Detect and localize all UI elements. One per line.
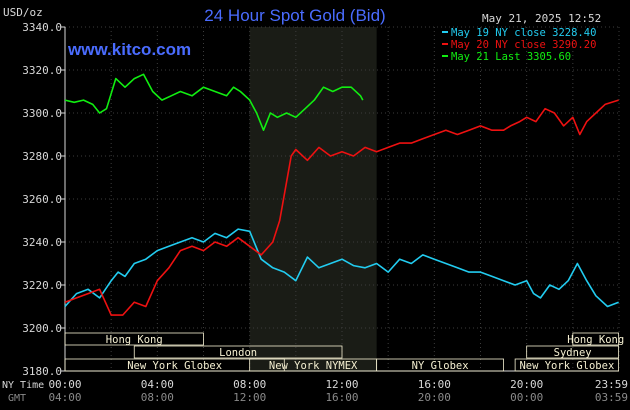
session-label: New York NYMEX: [269, 360, 358, 372]
x-tick-label-gmt: 08:00: [141, 391, 174, 404]
y-tick-label: 3320.0: [22, 64, 62, 77]
session-box: [64, 332, 204, 346]
y-tick-label: 3200.0: [22, 322, 62, 335]
session-box: [376, 358, 504, 372]
session-label: London: [219, 347, 257, 359]
legend-entry: May 19 NY close 3228.40: [451, 27, 596, 39]
session-label: New York Globex: [519, 360, 614, 372]
x-tick-label-gmt: 04:00: [48, 391, 81, 404]
session-box: [514, 358, 620, 372]
price-series: [64, 73, 619, 316]
x-tick-label-ny: 08:00: [233, 378, 266, 391]
x-tick-label-gmt: 16:00: [325, 391, 358, 404]
session-label: Hong Kong: [106, 334, 163, 346]
series-line-2: [64, 99, 619, 316]
y-axis-units: USD/oz: [3, 6, 43, 19]
y-tick-label: 3280.0: [22, 150, 62, 163]
session-label: Sydney: [554, 347, 592, 359]
y-tick-label: 3300.0: [22, 107, 62, 120]
x-tick-label-ny: 20:00: [510, 378, 543, 391]
series-line-1: [64, 228, 619, 308]
site-watermark: www.kitco.com: [67, 40, 191, 59]
y-axis-ticks: 3180.0 3200.0 3220.0 3240.0 3260.0 3280.0 3300…: [22, 21, 65, 378]
y-tick-label: 3260.0: [22, 193, 62, 206]
x-tick-label-gmt: 12:00: [233, 391, 266, 404]
legend-entry: May 20 NY close 3290.20: [451, 39, 596, 51]
session-box: [526, 345, 620, 359]
y-tick-label: 3180.0: [22, 365, 62, 378]
x-tick-label-ny: 12:00: [325, 378, 358, 391]
x-tick-label-gmt: 00:00: [510, 391, 543, 404]
session-label: New York Globex: [127, 360, 222, 372]
ny-time-label: NY Time: [2, 380, 44, 391]
session-box: [133, 345, 343, 359]
y-tick-label: 3240.0: [22, 236, 62, 249]
x-axis-ticks: 00:0004:0004:0008:0008:0012:0012:0016:00…: [48, 378, 628, 404]
timestamp: May 21, 2025 12:52: [482, 12, 601, 25]
session-label: Hong Kong: [567, 334, 624, 346]
x-tick-label-ny: 23:59: [595, 378, 628, 391]
gmt-label: GMT: [8, 393, 26, 404]
x-tick-label-gmt: 03:59: [595, 391, 628, 404]
x-tick-label-ny: 04:00: [141, 378, 174, 391]
session-box: [64, 358, 285, 372]
session-box: [572, 332, 620, 346]
y-tick-label: 3340.0: [22, 21, 62, 34]
legend-entry: May 21 Last 3305.60: [451, 51, 571, 63]
session-label: NY Globex: [412, 360, 469, 372]
x-tick-label-ny: 00:00: [48, 378, 81, 391]
x-tick-label-ny: 16:00: [418, 378, 451, 391]
series-line-3: [64, 73, 364, 131]
y-tick-label: 3220.0: [22, 279, 62, 292]
chart-title: 24 Hour Spot Gold (Bid): [204, 6, 385, 25]
gridlines: [64, 26, 620, 372]
x-tick-label-gmt: 20:00: [418, 391, 451, 404]
